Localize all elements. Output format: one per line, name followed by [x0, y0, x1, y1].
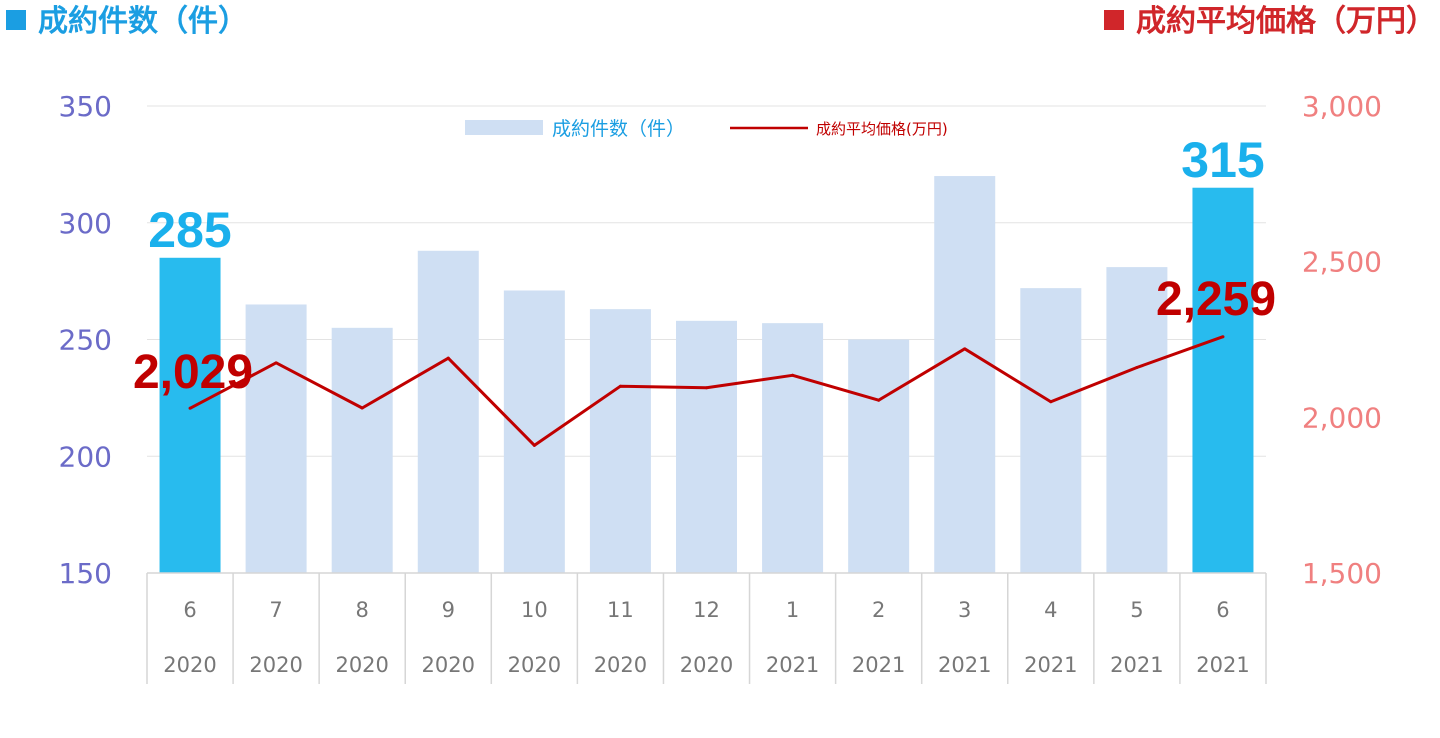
- bar: [245, 304, 307, 573]
- category-month-label: 11: [607, 598, 634, 622]
- category-month-label: 6: [1216, 598, 1229, 622]
- category-year-label: 2021: [1196, 653, 1249, 677]
- category-month-label: 9: [442, 598, 455, 622]
- right-title-square-icon: [1104, 10, 1124, 30]
- line-point: [446, 356, 450, 360]
- line-point: [532, 443, 536, 447]
- bar: [417, 250, 479, 573]
- line-callout-first: 2,029: [133, 346, 253, 399]
- bar-callout-first: 285: [148, 202, 231, 258]
- left-title-square-icon: [6, 10, 26, 30]
- callouts: 285 315 2,029 2,259: [133, 132, 1276, 399]
- category-year-label: 2020: [335, 653, 388, 677]
- bar: [676, 320, 737, 573]
- category-year-label: 2021: [1110, 653, 1163, 677]
- legend: 成約件数（件） 成約平均価格(万円): [465, 118, 948, 140]
- line-point: [1049, 400, 1053, 404]
- category-year-label: 2020: [594, 653, 647, 677]
- right-axis-ticks: 1,500 2,000 2,500 3,000: [1302, 90, 1382, 590]
- left-axis-tick-label: 350: [59, 90, 112, 123]
- category-year-label: 2021: [852, 653, 905, 677]
- right-axis-tick-label: 1,500: [1302, 557, 1382, 590]
- bar: [1192, 187, 1254, 573]
- bar: [934, 176, 996, 574]
- left-axis-tick-label: 200: [59, 440, 112, 473]
- category-month-label: 4: [1044, 598, 1057, 622]
- bar-callout-last: 315: [1181, 132, 1264, 188]
- left-axis-ticks: 150 200 250 300 350: [59, 90, 112, 590]
- category-month-label: 12: [693, 598, 720, 622]
- category-month-label: 5: [1130, 598, 1143, 622]
- category-month-label: 8: [356, 598, 369, 622]
- bar: [848, 339, 910, 573]
- line-callout-last: 2,259: [1156, 273, 1276, 326]
- legend-bar-swatch: [465, 120, 543, 135]
- line-point: [791, 373, 795, 377]
- line-point: [963, 347, 967, 351]
- category-year-label: 2020: [163, 653, 216, 677]
- right-axis-title-text: 成約平均価格（万円）: [1136, 4, 1436, 39]
- category-year-label: 2020: [508, 653, 561, 677]
- line-point: [705, 386, 708, 390]
- line-point: [360, 406, 364, 410]
- left-axis-tick-label: 250: [59, 324, 112, 357]
- bar: [1020, 288, 1082, 573]
- category-year-label: 2020: [680, 653, 733, 677]
- bar: [159, 257, 221, 573]
- line-point: [1221, 335, 1225, 339]
- category-axis-table: 6202072020820209202010202011202012202012…: [146, 572, 1267, 684]
- bar-series: [159, 176, 1254, 574]
- legend-bar-label: 成約件数（件）: [552, 118, 685, 140]
- category-year-label: 2020: [249, 653, 302, 677]
- category-month-label: 1: [786, 598, 799, 622]
- bar: [762, 323, 824, 573]
- category-month-label: 10: [521, 598, 548, 622]
- bar: [589, 309, 651, 573]
- category-year-label: 2021: [766, 653, 819, 677]
- category-year-label: 2020: [422, 653, 475, 677]
- category-month-label: 2: [872, 598, 885, 622]
- right-axis-title: 成約平均価格（万円）: [1104, 2, 1436, 42]
- line-point: [877, 398, 881, 402]
- right-axis-tick-label: 2,000: [1302, 401, 1382, 434]
- category-year-label: 2021: [1024, 653, 1077, 677]
- line-point: [274, 361, 278, 365]
- line-series: [188, 335, 1225, 447]
- left-axis-tick-label: 150: [59, 557, 112, 590]
- left-axis-tick-label: 300: [59, 207, 112, 240]
- left-axis-title: 成約件数（件）: [6, 2, 248, 42]
- line-point: [618, 384, 622, 388]
- line-point: [188, 406, 192, 410]
- line-point: [1135, 366, 1139, 370]
- category-month-label: 6: [183, 598, 196, 622]
- left-axis-title-text: 成約件数（件）: [38, 4, 248, 39]
- bar: [331, 327, 393, 573]
- right-axis-tick-label: 3,000: [1302, 90, 1382, 123]
- category-month-label: 7: [269, 598, 282, 622]
- category-month-label: 3: [958, 598, 971, 622]
- bar: [1106, 267, 1168, 573]
- legend-line-label: 成約平均価格(万円): [816, 120, 948, 138]
- category-year-label: 2021: [938, 653, 991, 677]
- right-axis-tick-label: 2,500: [1302, 246, 1382, 279]
